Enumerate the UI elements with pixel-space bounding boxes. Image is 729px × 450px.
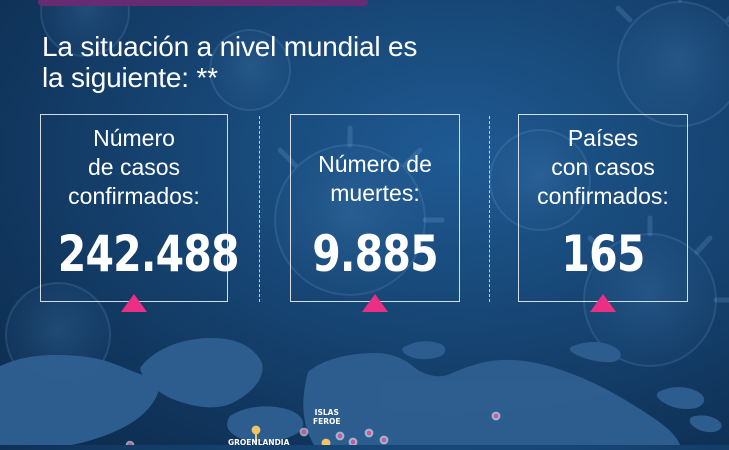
stat-label-line: con casos (551, 154, 655, 180)
triangle-icon (590, 294, 616, 312)
stat-value-deaths: 9.885 (312, 225, 438, 283)
stat-value-countries: 165 (561, 225, 645, 283)
stat-label-line: confirmados: (68, 183, 200, 209)
stat-label-line: Número de (318, 151, 432, 177)
map-label-line: FEROE (313, 417, 341, 426)
top-strip (38, 0, 368, 6)
stat-label-line: Países (567, 125, 639, 151)
stat-label-line: muertes: (330, 180, 420, 206)
stat-card-deaths: Número de muertes: 9.885 (290, 114, 460, 312)
stat-label-line: confirmados: (537, 183, 669, 209)
world-map (0, 318, 729, 450)
map-label-groenlandia: GROENLANDIA (228, 438, 290, 447)
stat-card-countries: Países con casos confirmados: 165 (518, 114, 688, 312)
stat-card-confirmed-cases: Número de casos confirmados: 242.488 (40, 114, 240, 312)
stat-label-deaths: Número de muertes: (291, 150, 459, 208)
headline: La situación a nivel mundial es la sigui… (42, 31, 562, 93)
divider (489, 116, 490, 302)
stat-label-countries: Países con casos confirmados: (519, 124, 687, 211)
map-label-line: ISLAS (314, 408, 339, 417)
stat-value-confirmed-cases: 242.488 (57, 225, 240, 283)
stat-label-line: Número (93, 125, 175, 151)
triangle-icon (121, 294, 147, 312)
headline-line-2: la siguiente: ** (42, 62, 218, 93)
headline-line-1: La situación a nivel mundial es (42, 31, 418, 62)
divider (259, 116, 260, 302)
stat-label-line: de casos (87, 154, 181, 180)
stat-label-confirmed-cases: Número de casos confirmados: (41, 124, 227, 211)
triangle-icon (362, 294, 388, 312)
map-label-islas-feroe: ISLAS FEROE (313, 408, 341, 426)
